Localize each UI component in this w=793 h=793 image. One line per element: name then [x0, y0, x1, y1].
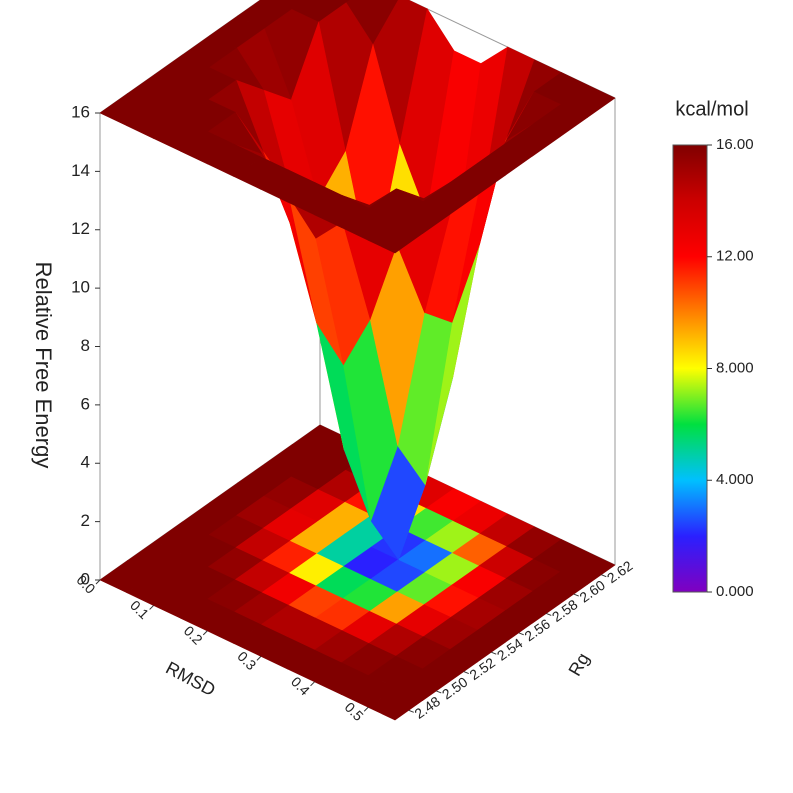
colorbar-tick-label: 8.000	[716, 359, 754, 376]
x-tick	[363, 706, 369, 712]
x-tick	[149, 605, 154, 610]
floor-contour	[99, 424, 616, 721]
z-axis-title: Relative Free Energy	[31, 262, 56, 469]
z-tick-label: 14	[71, 161, 90, 180]
z-tick-label: 2	[81, 511, 90, 530]
x-tick	[256, 656, 262, 661]
floor-cell	[560, 551, 616, 585]
colorbar-tick-label: 16.00	[716, 136, 754, 153]
y-tick	[491, 651, 497, 655]
colorbar: 16.00 12.00 8.000 4.000 0.000	[672, 136, 754, 600]
z-tick-label: 12	[71, 219, 90, 238]
y-tick	[518, 632, 524, 636]
y-tick	[463, 671, 469, 675]
colorbar-tick-label: 0.000	[716, 583, 754, 600]
z-tick-label: 16	[71, 102, 90, 121]
y-axis-title: Rg	[565, 649, 594, 679]
y-tick	[546, 612, 552, 616]
x-tick-label: 0.0	[73, 572, 98, 597]
colorbar-title: kcal/mol	[675, 98, 748, 120]
x-tick	[202, 630, 208, 636]
x-tick	[310, 681, 315, 687]
y-tick	[436, 690, 442, 694]
surface-cell	[367, 220, 424, 254]
y-tick	[573, 593, 579, 597]
z-tick-label: 10	[71, 278, 90, 297]
surface-cell	[339, 0, 351, 4]
z-tick-label: 0	[81, 569, 90, 588]
z-tick-label: 8	[81, 336, 90, 355]
y-tick	[408, 709, 414, 713]
colorbar-tick-label: 4.000	[716, 471, 754, 488]
z-tick-label: 4	[81, 453, 90, 472]
y-tick	[601, 574, 607, 578]
surface	[99, 0, 616, 561]
z-tick-label: 6	[81, 394, 90, 413]
x-axis-title: RMSD	[162, 658, 218, 701]
colorbar-tick-label: 12.00	[716, 248, 754, 265]
colorbar-gradient	[672, 144, 708, 593]
x-tick	[95, 579, 101, 585]
